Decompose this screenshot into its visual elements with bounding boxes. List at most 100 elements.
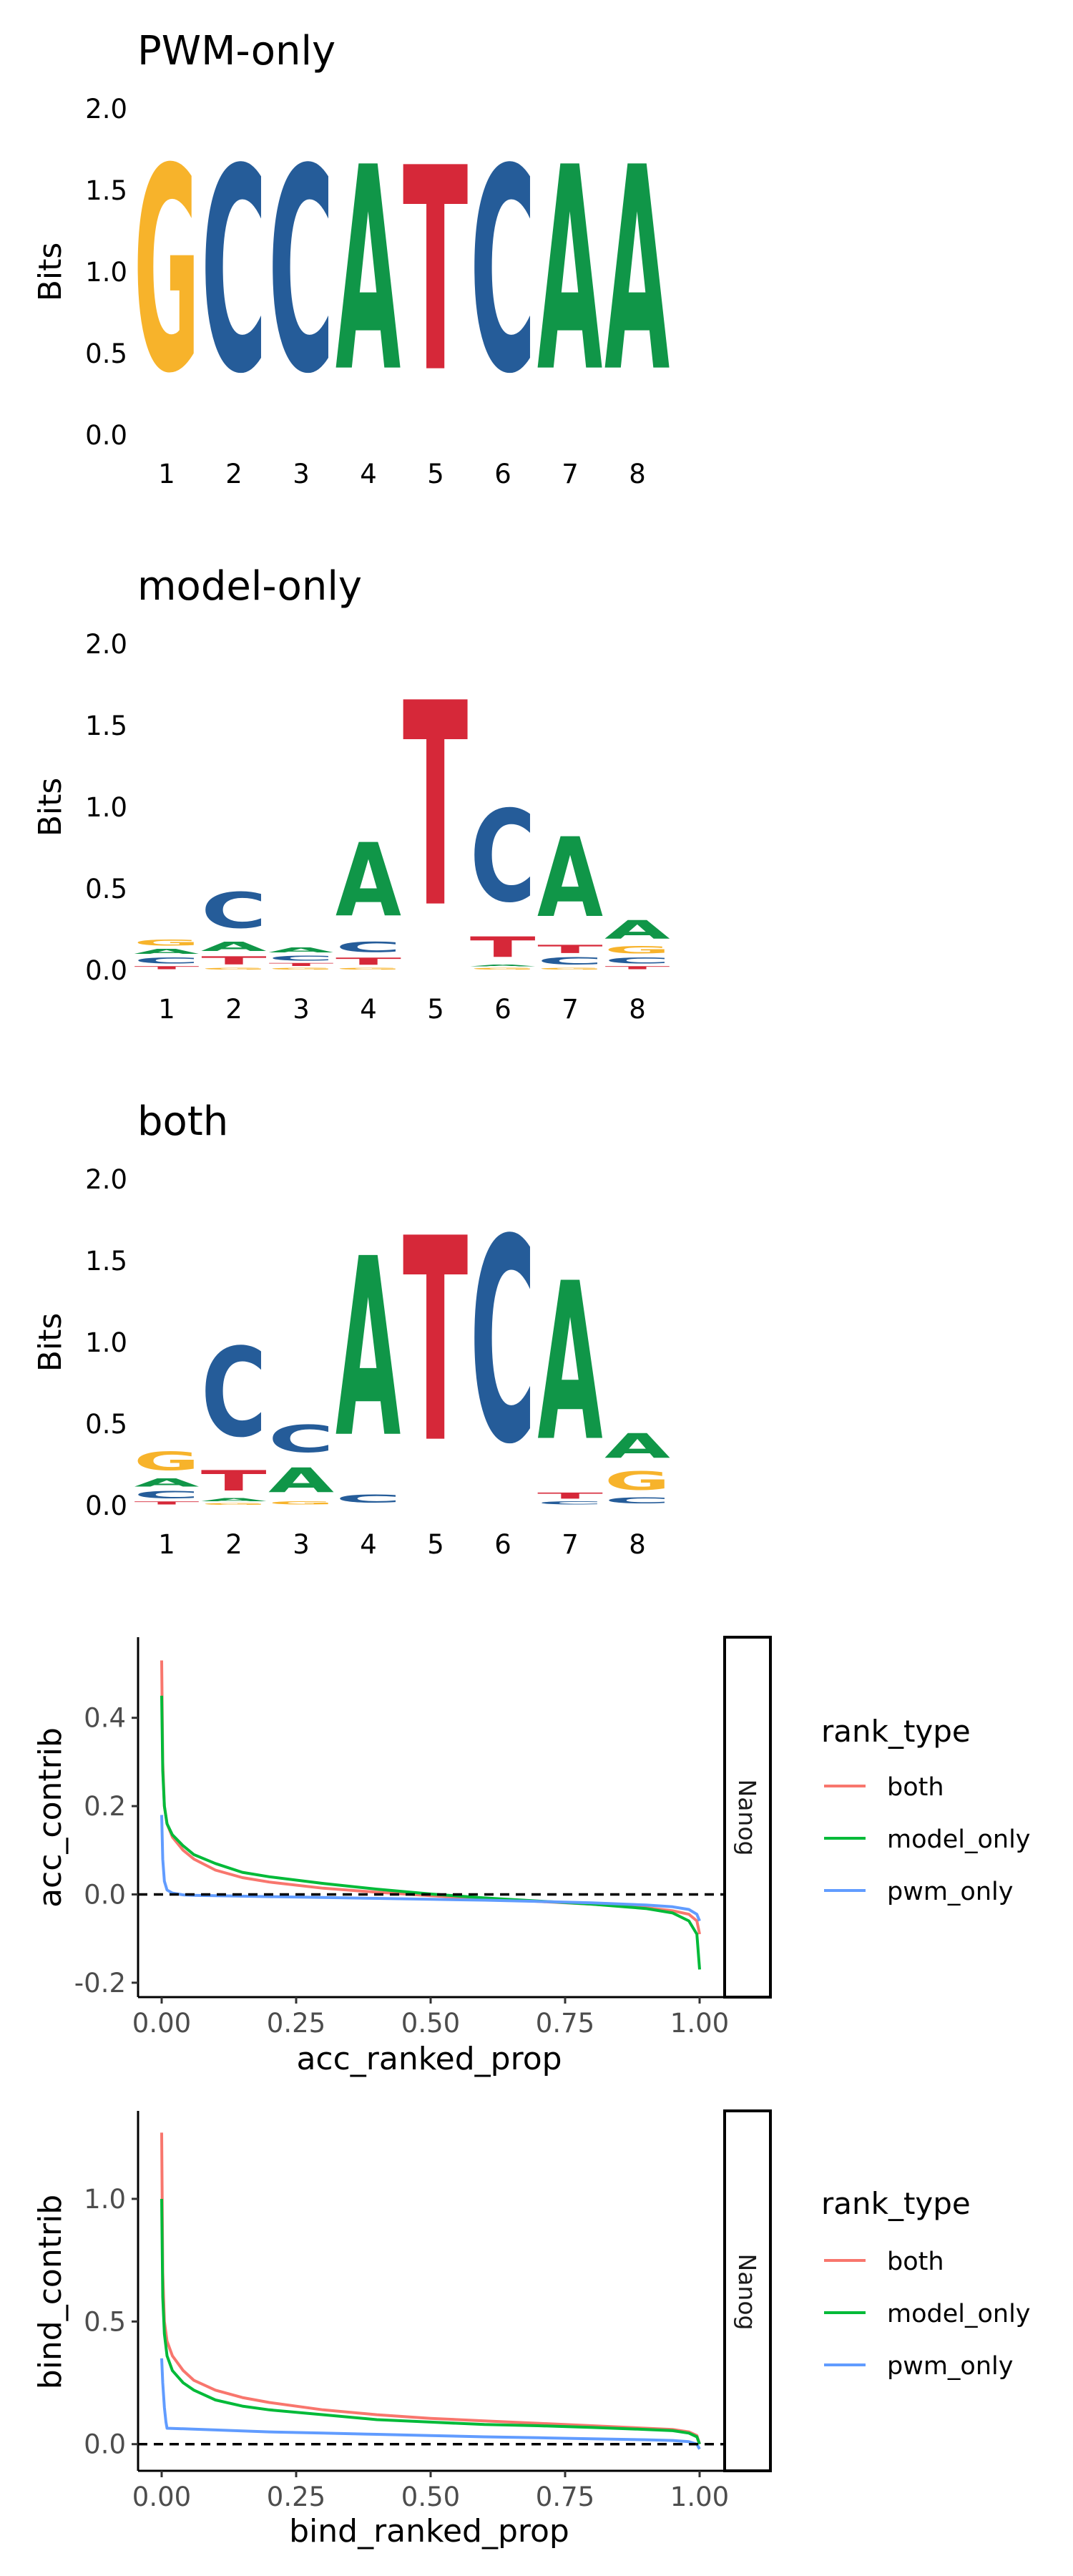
logo-letter-A: A [335, 822, 401, 940]
y-tick-label: 1.5 [85, 1246, 127, 1277]
logo-title: both [137, 1098, 228, 1145]
logo-letter-T: T [403, 1179, 469, 1505]
logo-letter-T: T [134, 1501, 200, 1506]
logo-title: PWM-only [137, 28, 335, 74]
legend-label-both: both [887, 1773, 944, 1802]
x-tick-label: 1.00 [670, 2008, 729, 2039]
logo-letter-A: A [470, 964, 536, 967]
facet-strip [723, 1636, 772, 1999]
line-plot: -0.2 0.0 0.2 0.4 0.00 0.25 0.50 0.75 1.00 [74, 1637, 729, 2039]
y-tick-label: 1.0 [85, 792, 127, 823]
facet-strip-label: Nanog [733, 2254, 761, 2331]
x-tick-label: 0.75 [536, 2008, 594, 2039]
x-tick-label: 1 [158, 459, 175, 489]
y-axis-label: acc_contrib [32, 1727, 69, 1908]
y-tick-label: 0.0 [85, 955, 127, 986]
logo-letter-C: C [537, 955, 603, 967]
logo-letter-C: C [201, 109, 267, 436]
x-axis-label: bind_ranked_prop [289, 2513, 569, 2550]
y-axis-label: Bits [32, 1313, 69, 1372]
logo-letter-G: G [134, 109, 200, 434]
logo-plot: 0.00.51.01.52.0TCAG1GATC2GAC3CA4T5C6CTA7… [85, 1164, 670, 1560]
logo-letter-A: A [537, 815, 603, 942]
x-tick-label: 1 [158, 994, 175, 1025]
logo-letter-T: T [201, 1465, 267, 1497]
x-tick-label: 1.00 [670, 2482, 729, 2512]
x-tick-label: 5 [427, 459, 444, 489]
legend: rank_type both model_only pwm_only [821, 2186, 1031, 2381]
legend-title: rank_type [821, 2186, 971, 2221]
logo-letter-C: C [537, 1501, 603, 1506]
logo-letter-G: G [470, 967, 536, 970]
logo-panel-both: both Bits 0.00.51.01.52.0TCAG1GATC2GAC3C… [32, 1098, 670, 1560]
x-tick-label: 0.25 [267, 2008, 325, 2039]
y-tick-label: 0.0 [84, 1879, 126, 1910]
logo-letter-C: C [335, 940, 401, 956]
logo-letter-A: A [537, 1238, 602, 1490]
line-plot: 0.0 0.5 1.0 0.00 0.25 0.50 0.75 1.00 [84, 2111, 729, 2512]
logo-letter-C: C [604, 1496, 670, 1506]
logo-letter-C: C [201, 1323, 267, 1465]
logo-letter-T: T [537, 1491, 603, 1501]
x-tick-label: 3 [293, 459, 310, 489]
logo-letter-T: T [403, 109, 469, 434]
y-tick-label: 1.0 [84, 2184, 126, 2215]
x-tick-label: 0.25 [267, 2482, 325, 2512]
y-tick-label: 0.4 [84, 1703, 126, 1734]
legend-label-both: both [887, 2248, 944, 2276]
logo-letter-A: A [268, 946, 334, 954]
logo-letter-G: G [604, 945, 670, 956]
y-tick-label: 2.0 [85, 1164, 127, 1195]
x-tick-label: 7 [562, 459, 579, 489]
y-tick-label: 1.0 [85, 1327, 127, 1358]
logo-letter-A: A [604, 1428, 670, 1467]
logo-letter-A: A [201, 1498, 267, 1503]
series-line-pwm-only [160, 1815, 701, 1922]
logo-letter-T: T [470, 931, 536, 963]
line-panel-bind: bind_contrib bind_ranked_prop Nanog 0.00… [32, 2109, 1031, 2550]
line-panel-acc: acc_contrib acc_ranked_prop Nanog -0.20.… [32, 1636, 1031, 2077]
y-tick-label: 0.5 [85, 338, 127, 369]
logo-letter-A: A [335, 109, 401, 434]
y-tick-label: 0.5 [84, 2306, 126, 2337]
legend-label-pwm-only: pwm_only [887, 2352, 1013, 2381]
y-tick-label: 0.5 [85, 874, 127, 904]
logo-letter-A: A [335, 1207, 401, 1493]
x-tick-label: 2 [225, 1529, 242, 1560]
logo-letter-C: C [268, 954, 334, 962]
logo-letter-A: A [604, 914, 670, 944]
logo-letter-G: G [268, 967, 334, 970]
y-axis-label: bind_contrib [32, 2195, 69, 2389]
y-tick-label: 2.0 [85, 94, 127, 125]
y-axis-label: Bits [32, 243, 69, 302]
logo-letter-T: T [537, 942, 602, 955]
x-axis-label: acc_ranked_prop [296, 2041, 562, 2077]
logo-letter-C: C [134, 955, 200, 965]
logo-letter-G: G [268, 1501, 334, 1506]
x-tick-label: 5 [427, 1529, 444, 1560]
logo-letter-C: C [604, 955, 670, 965]
y-tick-label: 0.0 [85, 1491, 127, 1521]
logo-letter-C: C [470, 109, 536, 436]
logo-letter-C: C [201, 882, 267, 940]
x-tick-label: 4 [360, 994, 377, 1025]
logo-letter-C: C [268, 1418, 334, 1461]
x-tick-label: 0.00 [132, 2482, 191, 2512]
y-tick-label: -0.2 [74, 1968, 126, 1999]
y-tick-label: 1.5 [85, 175, 127, 206]
logo-letter-G: G [604, 1466, 670, 1496]
x-tick-label: 0.75 [536, 2482, 594, 2512]
logo-letter-T: T [201, 954, 266, 967]
x-tick-label: 8 [629, 1529, 646, 1560]
logo-letter-G: G [134, 1447, 200, 1476]
x-tick-label: 6 [494, 994, 511, 1025]
x-tick-label: 0.00 [132, 2008, 191, 2039]
logo-letter-C: C [134, 1489, 200, 1501]
x-tick-label: 4 [360, 1529, 377, 1560]
legend-label-pwm-only: pwm_only [887, 1878, 1013, 1906]
logo-letter-T: T [335, 955, 401, 967]
facet-strip [723, 2109, 772, 2472]
logo-letter-G: G [537, 967, 603, 970]
